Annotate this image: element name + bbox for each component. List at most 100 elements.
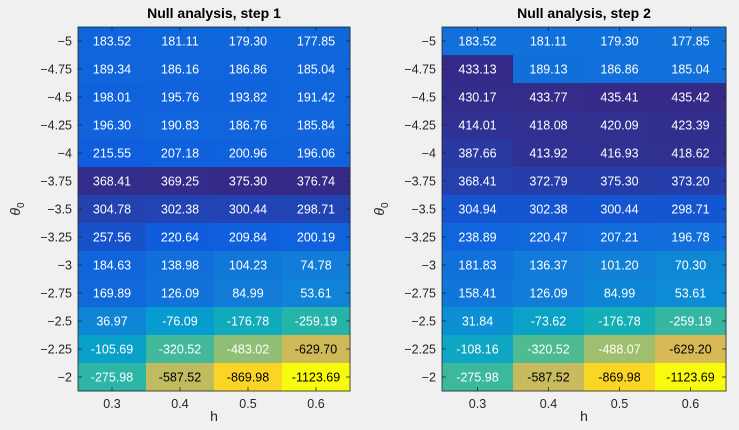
heatmap-cell: [282, 195, 351, 224]
heatmap-cell: [655, 111, 727, 140]
heatmap-cell: [513, 83, 585, 112]
heatmap-cell: [282, 83, 351, 112]
cell-value-label: 189.34: [93, 63, 131, 77]
y-tick-label: −4.75: [404, 63, 436, 77]
cell-value-label: -869.98: [598, 371, 640, 385]
cell-value-label: -1123.69: [292, 371, 340, 385]
cell-value-label: 70.30: [675, 259, 706, 273]
cell-value-label: 304.78: [93, 203, 131, 217]
cell-value-label: 423.39: [671, 119, 709, 133]
cell-value-label: -275.98: [456, 371, 498, 385]
cell-value-label: 368.41: [458, 175, 496, 189]
cell-value-label: 220.64: [161, 231, 199, 245]
cell-value-label: 375.30: [229, 175, 267, 189]
y-tick-label: −2.25: [404, 343, 436, 357]
y-tick-label: −3: [422, 259, 436, 273]
cell-value-label: 186.86: [600, 63, 638, 77]
cell-value-label: 198.01: [93, 91, 131, 105]
heatmap-cell: [146, 27, 215, 56]
cell-value-label: 238.89: [458, 231, 496, 245]
cell-value-label: -176.78: [227, 315, 269, 329]
heatmap-cell: [584, 167, 656, 196]
heatmap-cell: [655, 335, 727, 364]
cell-value-label: 209.84: [229, 231, 267, 245]
heatmap-cell: [146, 279, 215, 308]
cell-value-label: -320.52: [159, 343, 201, 357]
cell-value-label: 420.09: [600, 119, 638, 133]
heatmap-cell: [146, 55, 215, 84]
x-tick-label: 0.3: [103, 397, 120, 411]
heatmap-cell: [584, 279, 656, 308]
cell-value-label: -259.19: [295, 315, 337, 329]
heatmap-cell: [584, 223, 656, 252]
heatmap-cell: [584, 307, 656, 336]
y-tick-label: −5: [422, 35, 436, 49]
heatmap-cell: [214, 139, 283, 168]
cell-value-label: 196.78: [671, 231, 709, 245]
y-tick-label: −5: [58, 35, 72, 49]
heatmap-cell: [78, 83, 147, 112]
heatmap-cell: [214, 307, 283, 336]
heatmap-cell: [146, 83, 215, 112]
heatmap-cell: [214, 55, 283, 84]
heatmap-cell: [442, 27, 514, 56]
heatmap-cell: [146, 307, 215, 336]
heatmap-cell: [78, 251, 147, 280]
cell-value-label: 186.86: [229, 63, 267, 77]
cell-value-label: 435.42: [671, 91, 709, 105]
heatmap-cell: [584, 251, 656, 280]
heatmap-cell: [146, 167, 215, 196]
heatmap-cell: [214, 167, 283, 196]
heatmap-cell: [78, 279, 147, 308]
cell-value-label: 31.84: [462, 315, 493, 329]
x-tick-label: 0.6: [682, 397, 699, 411]
heatmap-cell: [584, 55, 656, 84]
cell-value-label: 220.47: [529, 231, 567, 245]
heatmap-cell: [214, 251, 283, 280]
cell-value-label: 104.23: [229, 259, 267, 273]
cell-value-label: 185.84: [297, 119, 335, 133]
chart-title: Null analysis, step 2: [517, 5, 651, 21]
y-tick-label: −3.5: [47, 203, 72, 217]
x-tick-label: 0.4: [171, 397, 188, 411]
heatmap-cell: [282, 111, 351, 140]
cell-value-label: 183.52: [458, 35, 496, 49]
y-tick-label: −4: [58, 147, 72, 161]
y-tick-label: −2: [58, 371, 72, 385]
cell-value-label: 181.11: [530, 35, 567, 49]
x-tick-label: 0.3: [469, 397, 486, 411]
heatmap-cell: [78, 335, 147, 364]
cell-value-label: -108.16: [456, 343, 498, 357]
heatmap-cell: [513, 111, 585, 140]
heatmap-cell: [655, 307, 727, 336]
cell-value-label: -176.78: [598, 315, 640, 329]
y-tick-label: −2.75: [404, 287, 436, 301]
cell-value-label: -275.98: [91, 371, 133, 385]
cell-value-label: 195.76: [161, 91, 199, 105]
heatmap-cell: [655, 27, 727, 56]
cell-value-label: 186.16: [161, 63, 199, 77]
heatmap-cell: [584, 139, 656, 168]
cell-value-label: 184.63: [93, 259, 131, 273]
heatmap-cell: [442, 279, 514, 308]
cell-value-label: 200.19: [297, 231, 335, 245]
heatmap-cell: [655, 55, 727, 84]
cell-value-label: 430.17: [458, 91, 496, 105]
heatmap-cell: [78, 307, 147, 336]
cell-value-label: 376.74: [297, 175, 335, 189]
heatmap-cell: [655, 279, 727, 308]
heatmap-cell: [584, 195, 656, 224]
heatmap-cell: [214, 195, 283, 224]
heatmap-cell: [442, 139, 514, 168]
cell-value-label: 369.25: [161, 175, 199, 189]
cell-value-label: 298.71: [297, 203, 335, 217]
heatmap-cell: [214, 335, 283, 364]
heatmap-cell: [655, 251, 727, 280]
heatmap-cell: [513, 55, 585, 84]
y-tick-label: −3.25: [40, 231, 72, 245]
heatmap-cell: [214, 363, 283, 392]
cell-value-label: 181.83: [458, 259, 496, 273]
heatmap-panel-1: Null analysis, step 1 183.52 181.11 179.30 1…: [7, 5, 351, 424]
cell-value-label: 368.41: [93, 175, 131, 189]
heatmap-cell: [282, 335, 351, 364]
